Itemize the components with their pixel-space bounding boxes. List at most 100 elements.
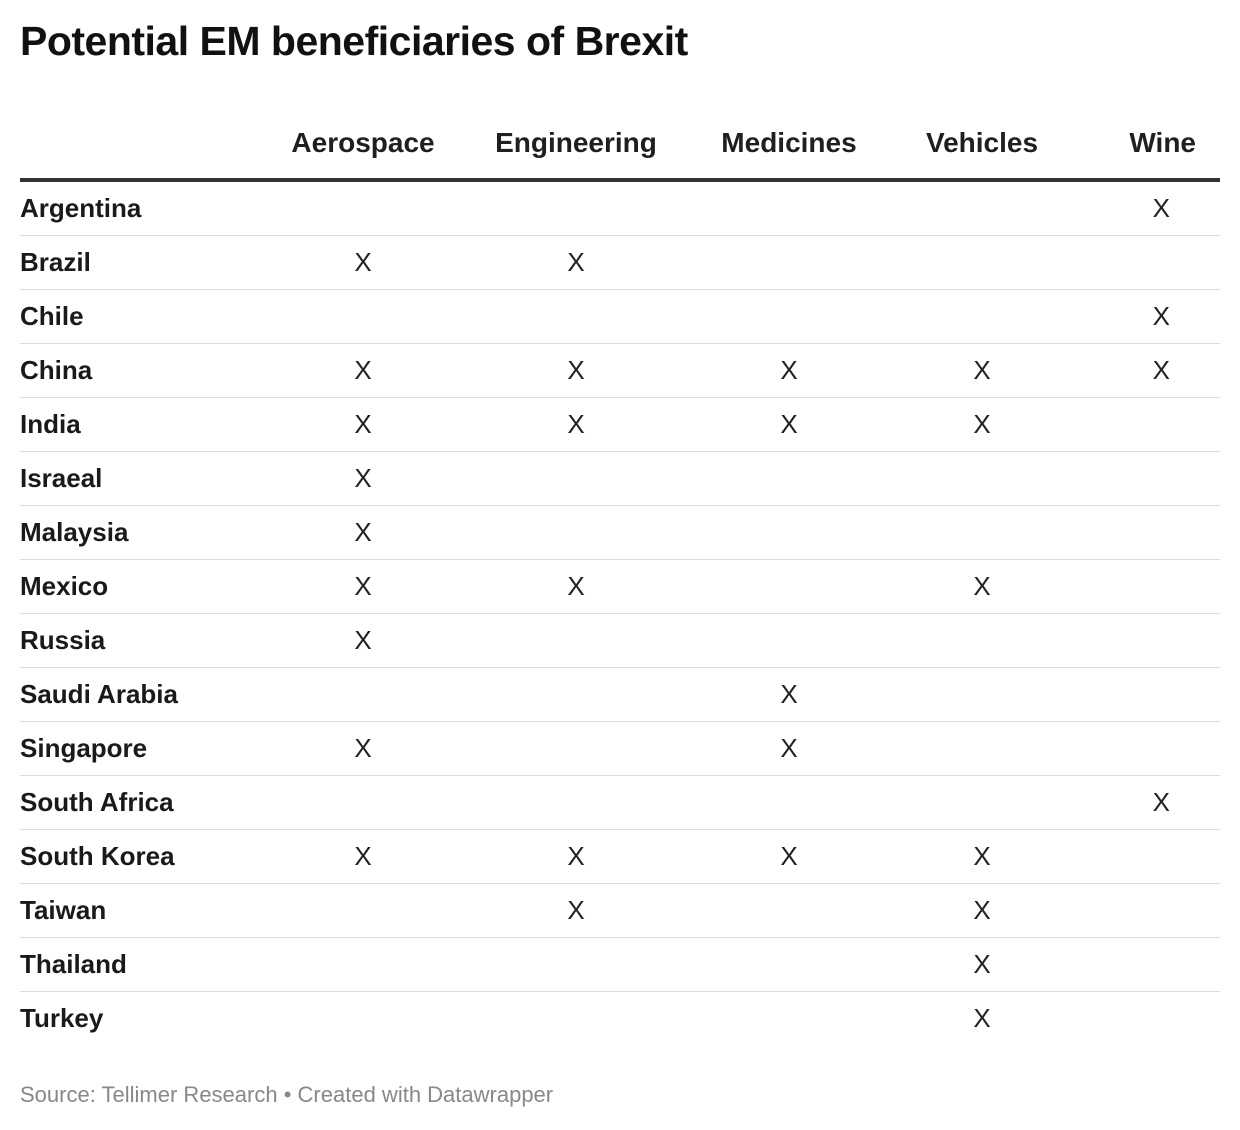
medicines-cell: [676, 883, 902, 938]
country-label: Chile: [20, 289, 250, 344]
engineering-cell: X: [476, 883, 676, 938]
engineering-cell: [476, 992, 676, 1046]
medicines-cell: [676, 775, 902, 830]
engineering-cell: X: [476, 559, 676, 614]
vehicles-cell: X: [973, 1003, 991, 1033]
vehicles-cell: [902, 613, 1062, 668]
column-header-aerospace: Aerospace: [250, 108, 476, 182]
country-label: China: [20, 343, 250, 398]
engineering-cell: [476, 180, 676, 236]
table-header-row: Aerospace Engineering Medicines Vehicles…: [20, 108, 1220, 182]
aerospace-cell: X: [250, 829, 476, 884]
country-label: Taiwan: [20, 883, 250, 938]
aerospace-cell: [250, 180, 476, 236]
country-label: Saudi Arabia: [20, 667, 250, 722]
table-row: Brazil X X: [20, 235, 1220, 290]
footer-separator: •: [283, 1082, 292, 1107]
medicines-cell: X: [676, 829, 902, 884]
country-label: Singapore: [20, 721, 250, 776]
vehicles-cell: X: [902, 883, 1062, 938]
engineering-cell: [476, 937, 676, 992]
aerospace-cell: X: [250, 613, 476, 668]
medicines-cell: [676, 180, 902, 236]
table-row: China X X X X X: [20, 343, 1220, 398]
country-label: India: [20, 397, 250, 452]
wine-cell: [1062, 667, 1220, 722]
engineering-cell: X: [476, 829, 676, 884]
wine-cell: [1062, 559, 1220, 614]
country-label: Argentina: [20, 180, 250, 236]
table-row: Malaysia X: [20, 505, 1220, 560]
country-label: South Korea: [20, 829, 250, 884]
vehicles-cell: [902, 667, 1062, 722]
engineering-cell: X: [476, 235, 676, 290]
table-row: Taiwan X X: [20, 883, 1220, 938]
country-label: Russia: [20, 613, 250, 668]
medicines-cell: X: [676, 397, 902, 452]
aerospace-cell: X: [250, 505, 476, 560]
vehicles-cell: [902, 505, 1062, 560]
engineering-cell: X: [476, 397, 676, 452]
wine-cell: [1062, 505, 1220, 560]
engineering-cell: [476, 505, 676, 560]
wine-cell: X: [1062, 775, 1220, 830]
beneficiaries-table: Aerospace Engineering Medicines Vehicles…: [20, 108, 1220, 1045]
country-label: Thailand: [20, 937, 250, 992]
vehicles-cell: [902, 721, 1062, 776]
aerospace-cell: X: [250, 343, 476, 398]
aerospace-cell: [250, 883, 476, 938]
column-header-wine: Wine: [1062, 108, 1220, 182]
medicines-cell: [676, 505, 902, 560]
aerospace-cell: X: [250, 235, 476, 290]
engineering-cell: X: [476, 343, 676, 398]
wine-cell: [1062, 937, 1220, 992]
chart-title: Potential EM beneficiaries of Brexit: [20, 18, 688, 64]
country-label: Malaysia: [20, 505, 250, 560]
medicines-cell: [676, 937, 902, 992]
column-header-engineering: Engineering: [476, 108, 676, 182]
medicines-cell: X: [676, 667, 902, 722]
table-row: South Africa X: [20, 775, 1220, 830]
medicines-cell: [676, 613, 902, 668]
engineering-cell: [476, 289, 676, 344]
table-row: Argentina X: [20, 180, 1220, 236]
vehicles-cell: X: [902, 937, 1062, 992]
aerospace-cell: X: [250, 721, 476, 776]
engineering-cell: [476, 451, 676, 506]
country-label: Turkey: [20, 1003, 104, 1033]
aerospace-cell: [250, 289, 476, 344]
table-row: Singapore X X: [20, 721, 1220, 776]
country-label: Mexico: [20, 559, 250, 614]
wine-cell: X: [1062, 343, 1220, 398]
wine-cell: [1062, 613, 1220, 668]
wine-cell: X: [1062, 289, 1220, 344]
table-row: Saudi Arabia X: [20, 667, 1220, 722]
country-label: Brazil: [20, 235, 250, 290]
medicines-cell: [676, 451, 902, 506]
table-row: India X X X X: [20, 397, 1220, 452]
medicines-cell: [676, 992, 902, 1046]
table-row: Thailand X: [20, 937, 1220, 992]
table-body: Argentina X Brazil X X Chile X China X X X X X India X…: [20, 180, 1220, 1045]
vehicles-cell: [902, 235, 1062, 290]
table-row: Mexico X X X: [20, 559, 1220, 614]
aerospace-cell: X: [250, 559, 476, 614]
medicines-cell: X: [676, 343, 902, 398]
engineering-cell: [476, 721, 676, 776]
medicines-cell: [676, 235, 902, 290]
wine-cell: [1062, 235, 1220, 290]
column-header-medicines: Medicines: [676, 108, 902, 182]
wine-cell: [1062, 829, 1220, 884]
vehicles-cell: [902, 289, 1062, 344]
aerospace-cell: X: [250, 397, 476, 452]
medicines-cell: [676, 559, 902, 614]
aerospace-cell: [250, 667, 476, 722]
engineering-cell: [476, 613, 676, 668]
table-row: Russia X: [20, 613, 1220, 668]
vehicles-cell: [902, 775, 1062, 830]
vehicles-cell: [902, 451, 1062, 506]
vehicles-cell: [902, 180, 1062, 236]
vehicles-cell: X: [902, 397, 1062, 452]
vehicles-cell: X: [902, 343, 1062, 398]
country-label: Israeal: [20, 451, 250, 506]
